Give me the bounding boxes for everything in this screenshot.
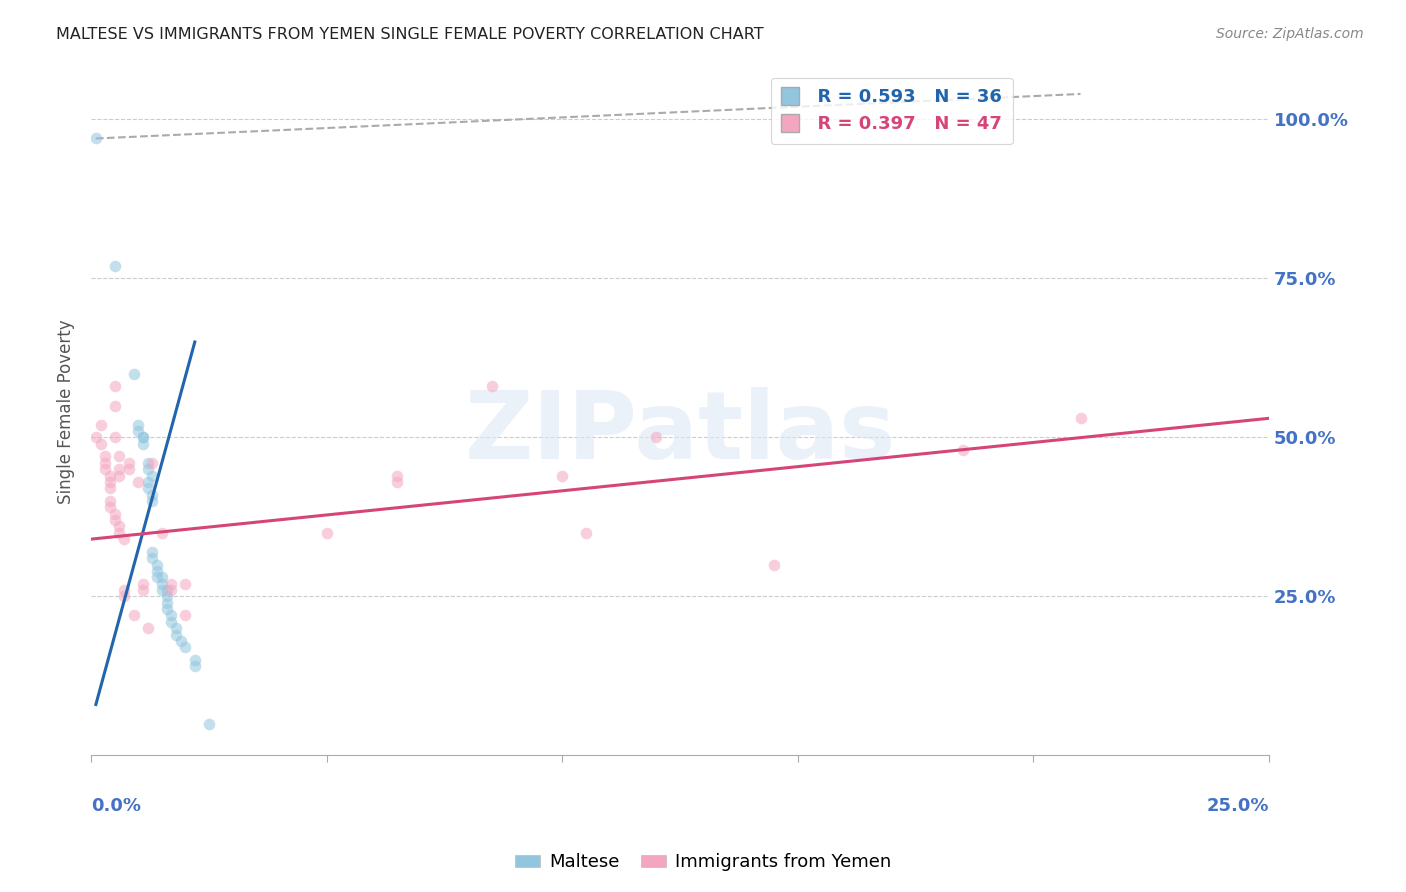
Point: [315, 525, 337, 540]
Point: [84, 430, 107, 444]
Point: [141, 468, 163, 483]
Point: [127, 475, 149, 489]
Point: [84, 131, 107, 145]
Point: [98, 481, 121, 495]
Point: [763, 558, 786, 572]
Point: [122, 608, 145, 623]
Point: [174, 576, 197, 591]
Point: [155, 590, 177, 604]
Point: [98, 468, 121, 483]
Point: [104, 513, 127, 527]
Legend: Maltese, Immigrants from Yemen: Maltese, Immigrants from Yemen: [508, 847, 898, 879]
Point: [108, 519, 131, 533]
Point: [136, 475, 159, 489]
Point: [481, 379, 503, 393]
Point: [94, 462, 117, 476]
Point: [952, 443, 974, 458]
Point: [141, 545, 163, 559]
Point: [575, 525, 598, 540]
Point: [98, 500, 121, 515]
Point: [136, 456, 159, 470]
Point: [90, 436, 112, 450]
Point: [165, 627, 187, 641]
Point: [132, 436, 155, 450]
Point: [141, 456, 163, 470]
Point: [387, 468, 409, 483]
Point: [112, 590, 135, 604]
Point: [146, 564, 169, 578]
Y-axis label: Single Female Poverty: Single Female Poverty: [58, 319, 75, 504]
Point: [127, 424, 149, 438]
Point: [90, 417, 112, 432]
Point: [150, 570, 173, 584]
Point: [108, 450, 131, 464]
Point: [174, 608, 197, 623]
Point: [150, 576, 173, 591]
Point: [141, 494, 163, 508]
Point: [132, 576, 155, 591]
Point: [184, 659, 207, 673]
Point: [198, 716, 221, 731]
Point: [118, 462, 141, 476]
Point: [136, 621, 159, 635]
Point: [108, 525, 131, 540]
Point: [136, 481, 159, 495]
Point: [165, 621, 187, 635]
Point: [160, 576, 183, 591]
Point: [127, 417, 149, 432]
Point: [155, 596, 177, 610]
Point: [108, 468, 131, 483]
Point: [104, 379, 127, 393]
Point: [104, 399, 127, 413]
Text: 25.0%: 25.0%: [1206, 797, 1270, 814]
Point: [155, 602, 177, 616]
Legend:   R = 0.593   N = 36,   R = 0.397   N = 47: R = 0.593 N = 36, R = 0.397 N = 47: [770, 78, 1012, 145]
Point: [112, 532, 135, 546]
Point: [132, 582, 155, 597]
Point: [141, 551, 163, 566]
Point: [104, 430, 127, 444]
Point: [160, 582, 183, 597]
Point: [146, 570, 169, 584]
Point: [155, 582, 177, 597]
Text: Source: ZipAtlas.com: Source: ZipAtlas.com: [1216, 27, 1364, 41]
Point: [387, 475, 409, 489]
Point: [104, 259, 127, 273]
Point: [112, 582, 135, 597]
Point: [94, 450, 117, 464]
Point: [551, 468, 574, 483]
Text: 0.0%: 0.0%: [91, 797, 141, 814]
Point: [118, 456, 141, 470]
Point: [104, 507, 127, 521]
Point: [132, 430, 155, 444]
Point: [146, 558, 169, 572]
Point: [108, 462, 131, 476]
Point: [132, 430, 155, 444]
Point: [136, 462, 159, 476]
Point: [160, 608, 183, 623]
Point: [1069, 411, 1091, 425]
Point: [150, 582, 173, 597]
Text: ZIPatlas: ZIPatlas: [464, 386, 896, 478]
Point: [160, 615, 183, 629]
Point: [169, 633, 191, 648]
Point: [98, 475, 121, 489]
Point: [141, 487, 163, 501]
Point: [150, 525, 173, 540]
Text: MALTESE VS IMMIGRANTS FROM YEMEN SINGLE FEMALE POVERTY CORRELATION CHART: MALTESE VS IMMIGRANTS FROM YEMEN SINGLE …: [56, 27, 763, 42]
Point: [122, 367, 145, 381]
Point: [174, 640, 197, 655]
Point: [645, 430, 668, 444]
Point: [98, 494, 121, 508]
Point: [184, 653, 207, 667]
Point: [94, 456, 117, 470]
